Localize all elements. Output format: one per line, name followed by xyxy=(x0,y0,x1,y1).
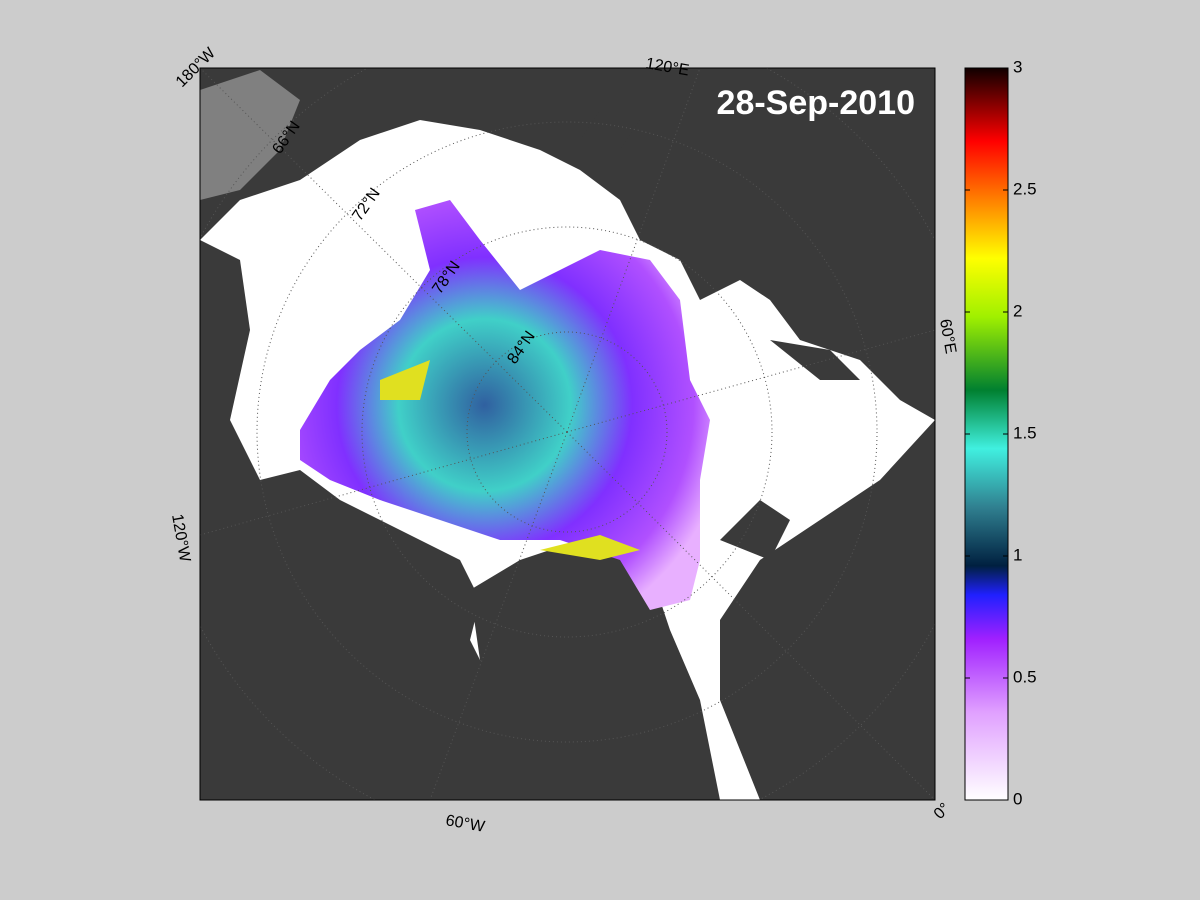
colorbar-tick-label: 0 xyxy=(1013,789,1022,808)
colorbar-tick-label: 2.5 xyxy=(1013,179,1037,198)
colorbar-tick-label: 0.5 xyxy=(1013,667,1037,686)
lon-label: 120°W xyxy=(168,513,193,564)
colorbar-tick-label: 2 xyxy=(1013,301,1022,320)
colorbar-tick-label: 1 xyxy=(1013,545,1022,564)
colorbar-tick-label: 1.5 xyxy=(1013,423,1037,442)
ice-extent xyxy=(300,200,710,610)
graticule xyxy=(200,68,935,800)
map: 28-Sep-2010 72°N 66°N 78°N 84°N xyxy=(200,68,935,800)
lon-label: 0° xyxy=(931,800,954,823)
colorbar xyxy=(964,67,1009,801)
date-label: 28-Sep-2010 xyxy=(717,84,915,122)
map-frame xyxy=(199,67,936,801)
land-shade xyxy=(200,70,300,200)
lon-label: 60°W xyxy=(444,812,487,836)
thick-ice xyxy=(380,360,640,560)
lon-label: 60°E xyxy=(936,318,959,355)
colorbar-tick-label: 3 xyxy=(1013,57,1022,76)
